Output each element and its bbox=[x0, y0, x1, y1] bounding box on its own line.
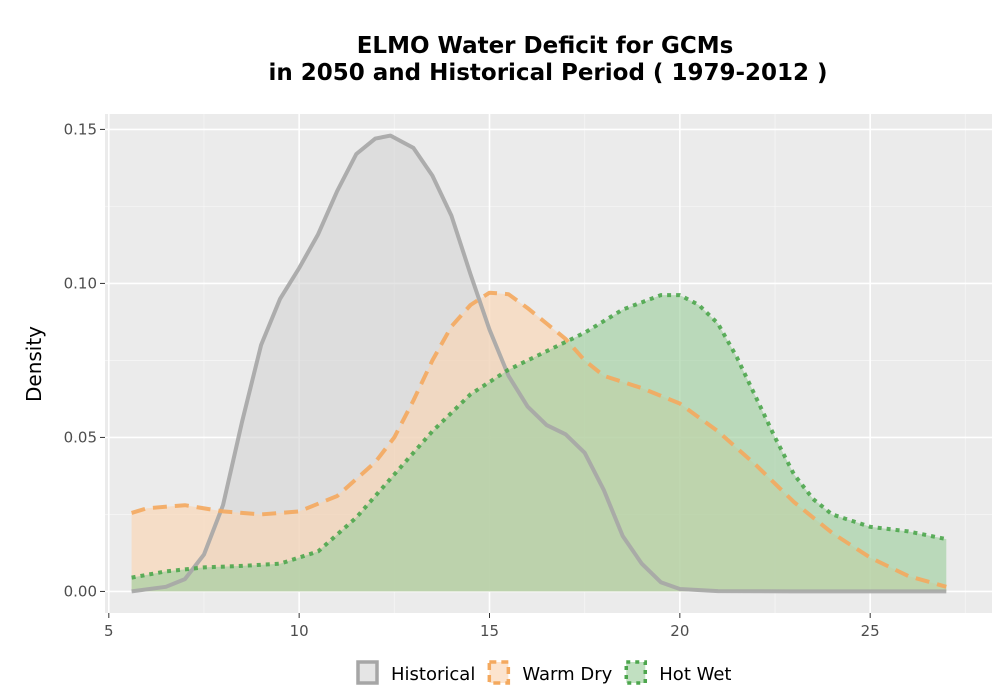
line-historical bbox=[131, 133, 947, 594]
x-axis: 5 10 15 20 25 bbox=[104, 613, 880, 640]
x-tick-label: 20 bbox=[670, 622, 689, 640]
y-tick-label: 0.15 bbox=[64, 120, 97, 138]
y-axis-title: Density bbox=[22, 326, 46, 402]
y-tick-label: 0.00 bbox=[64, 582, 97, 600]
legend: Historical Warm Dry Hot Wet bbox=[356, 660, 731, 685]
x-tick-label: 25 bbox=[861, 622, 880, 640]
area-historical bbox=[131, 135, 947, 592]
x-tick-label: 15 bbox=[480, 622, 499, 640]
x-tick-label: 5 bbox=[104, 622, 114, 640]
density-lines bbox=[131, 133, 947, 594]
density-areas bbox=[131, 135, 947, 592]
chart-title-line1: ELMO Water Deficit for GCMs bbox=[357, 33, 734, 59]
area-hot-wet bbox=[131, 295, 947, 592]
legend-label: Warm Dry bbox=[522, 664, 612, 685]
x-tick-label: 10 bbox=[290, 622, 309, 640]
y-tick-label: 0.05 bbox=[64, 428, 97, 446]
legend-label: Historical bbox=[391, 664, 475, 685]
legend-key-warm-dry bbox=[487, 660, 511, 685]
legend-key-hot-wet bbox=[624, 660, 648, 685]
y-axis: 0.00 0.05 0.10 0.15 bbox=[64, 120, 105, 600]
line-warm-dry bbox=[131, 290, 947, 589]
y-tick-label: 0.10 bbox=[64, 274, 97, 292]
chart-title-line2: in 2050 and Historical Period ( 1979-201… bbox=[268, 60, 827, 86]
line-hot-wet bbox=[131, 293, 947, 580]
legend-key-historical bbox=[356, 660, 379, 685]
legend-label: Hot Wet bbox=[659, 664, 731, 685]
